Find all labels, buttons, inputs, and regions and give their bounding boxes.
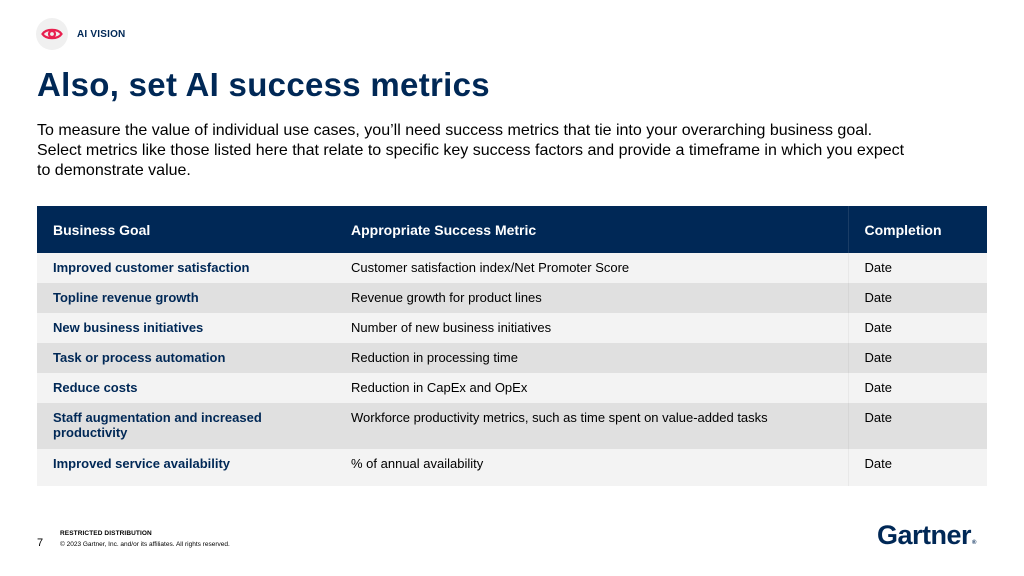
success-metric-cell: Reduction in CapEx and OpEx <box>335 373 848 403</box>
table-row: Staff augmentation and increased product… <box>37 403 987 449</box>
restricted-distribution-label: RESTRICTED DISTRIBUTION <box>60 530 152 537</box>
gartner-logo: Gartner® <box>877 520 976 551</box>
success-metrics-table: Business Goal Appropriate Success Metric… <box>37 206 987 486</box>
copyright-notice: © 2023 Gartner, Inc. and/or its affiliat… <box>60 541 230 548</box>
success-metric-cell: Revenue growth for product lines <box>335 283 848 313</box>
completion-cell: Date <box>847 449 987 486</box>
success-metric-cell: Workforce productivity metrics, such as … <box>335 403 848 449</box>
table-row: Improved service availability % of annua… <box>37 449 987 486</box>
table-row: Task or process automation Reduction in … <box>37 343 987 373</box>
table-row: New business initiatives Number of new b… <box>37 313 987 343</box>
success-metric-cell: Number of new business initiatives <box>335 313 848 343</box>
completion-cell: Date <box>847 313 987 343</box>
business-goal-cell: Staff augmentation and increased product… <box>37 403 335 449</box>
eye-icon <box>36 18 68 50</box>
table-row: Topline revenue growth Revenue growth fo… <box>37 283 987 313</box>
business-goal-cell: Topline revenue growth <box>37 283 335 313</box>
column-header-success-metric: Appropriate Success Metric <box>335 206 848 253</box>
completion-cell: Date <box>847 283 987 313</box>
section-label: AI VISION <box>77 28 126 40</box>
success-metric-cell: Customer satisfaction index/Net Promoter… <box>335 253 848 283</box>
registered-mark: ® <box>972 540 976 546</box>
business-goal-cell: Reduce costs <box>37 373 335 403</box>
business-goal-cell: Task or process automation <box>37 343 335 373</box>
completion-cell: Date <box>847 373 987 403</box>
column-header-completion: Completion <box>847 206 987 253</box>
business-goal-cell: Improved customer satisfaction <box>37 253 335 283</box>
table-row: Improved customer satisfaction Customer … <box>37 253 987 283</box>
table-header-row: Business Goal Appropriate Success Metric… <box>37 206 987 253</box>
page-title: Also, set AI success metrics <box>37 66 490 103</box>
logo-text: Gartner <box>877 520 972 550</box>
completion-cell: Date <box>847 253 987 283</box>
section-tag: AI VISION <box>36 18 125 50</box>
success-metric-cell: % of annual availability <box>335 449 848 486</box>
business-goal-cell: Improved service availability <box>37 449 335 486</box>
completion-cell: Date <box>847 403 987 449</box>
success-metric-cell: Reduction in processing time <box>335 343 848 373</box>
intro-paragraph: To measure the value of individual use c… <box>37 122 905 179</box>
page-number: 7 <box>37 537 44 549</box>
completion-cell: Date <box>847 343 987 373</box>
column-header-business-goal: Business Goal <box>37 206 335 253</box>
business-goal-cell: New business initiatives <box>37 313 335 343</box>
table-row: Reduce costs Reduction in CapEx and OpEx… <box>37 373 987 403</box>
